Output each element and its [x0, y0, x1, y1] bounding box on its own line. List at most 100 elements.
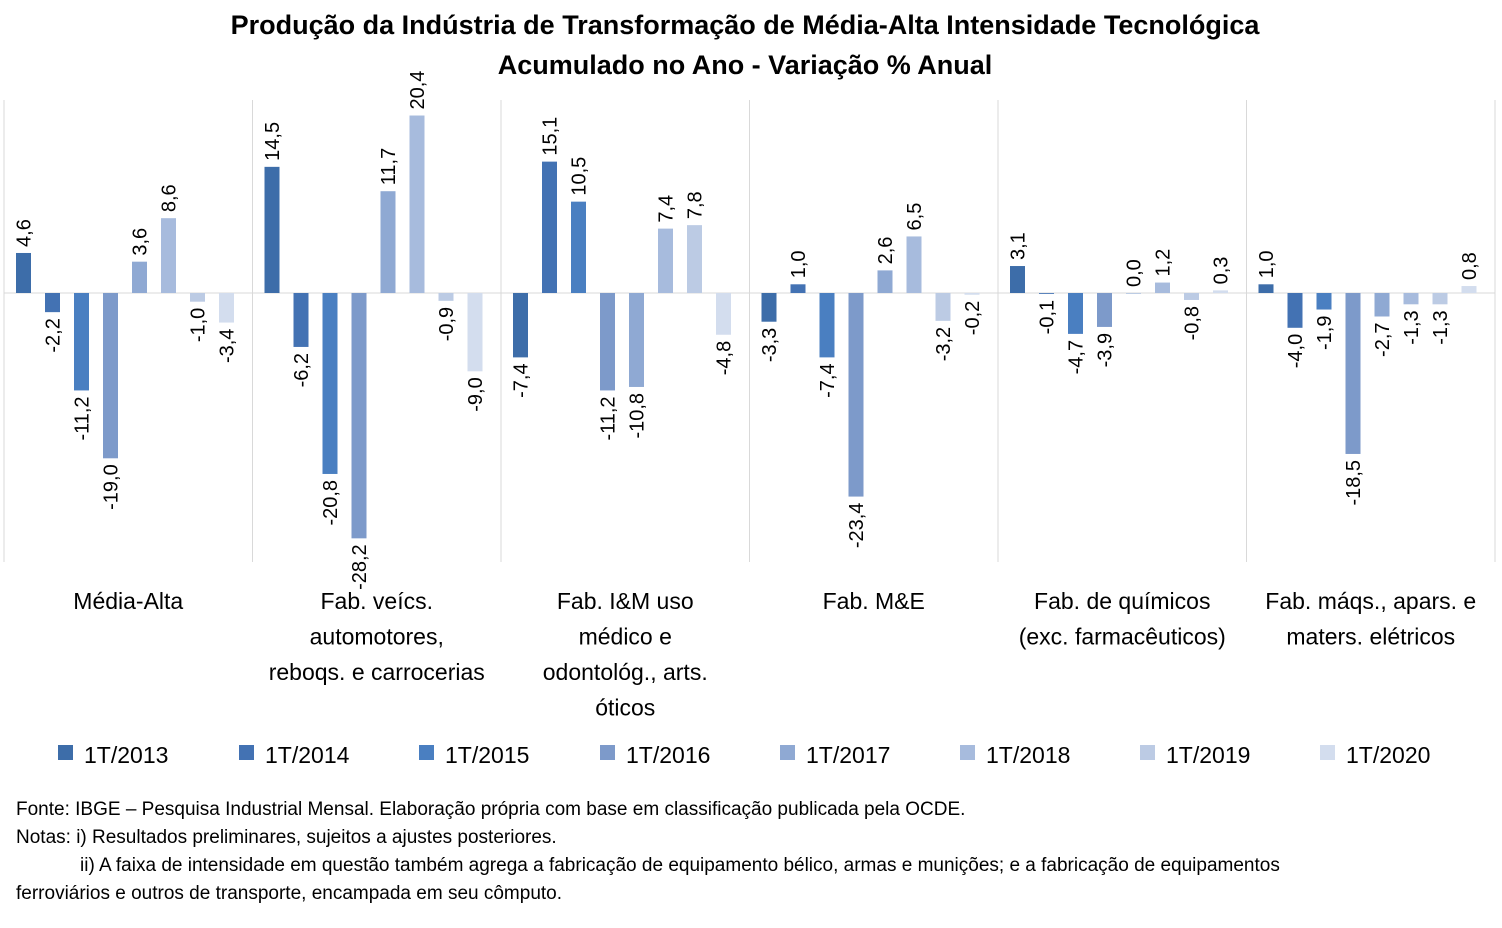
legend-swatch	[239, 745, 254, 760]
data-label: -1,3	[1401, 310, 1423, 344]
data-label: 0,3	[1211, 257, 1233, 285]
data-label: 4,6	[14, 219, 36, 247]
bar	[380, 191, 396, 293]
category-label: automotores,	[310, 624, 444, 650]
note-ii: ii) A faixa de intensidade em questão ta…	[80, 855, 1280, 876]
bar	[848, 293, 864, 497]
legend-swatch	[600, 745, 615, 760]
data-label: -18,5	[1343, 460, 1365, 506]
category-label: maters. elétricos	[1286, 624, 1455, 650]
data-label: -11,2	[72, 396, 94, 440]
bar	[513, 293, 528, 358]
bar	[293, 293, 309, 347]
data-label: -4,7	[1066, 340, 1088, 374]
bar	[264, 166, 280, 293]
bar	[190, 293, 205, 302]
legend-swatch	[1140, 745, 1155, 760]
data-label: -0,2	[962, 301, 984, 335]
category-label: Fab. veícs.	[321, 588, 433, 614]
bar	[1374, 293, 1390, 317]
bar	[351, 293, 367, 539]
data-label: -1,9	[1314, 316, 1336, 350]
source-note: Fonte: IBGE – Pesquisa Industrial Mensal…	[16, 799, 966, 820]
data-label: -3,9	[1095, 333, 1117, 367]
data-label: -3,3	[759, 328, 781, 362]
category-label: Fab. I&M uso	[557, 588, 694, 614]
category-label: médico e	[579, 624, 672, 650]
data-label: 3,6	[130, 228, 152, 256]
data-label: -1,3	[1430, 310, 1452, 344]
legend-label: 1T/2018	[986, 742, 1070, 768]
data-label: 1,2	[1153, 249, 1175, 277]
bar	[103, 293, 118, 459]
bar	[1039, 293, 1054, 294]
bar	[1068, 293, 1083, 334]
data-label: -4,0	[1285, 334, 1307, 368]
plot-area: 4,6 14,5 -7,4 -3,3 3,1 1,0 -2,2 -6,2 15,1 1,0 -0,1…	[3, 71, 1496, 590]
bar	[1213, 290, 1228, 293]
data-label: -0,8	[1182, 306, 1204, 340]
data-label: -0,9	[436, 307, 458, 341]
legend-label: 1T/2014	[265, 742, 350, 768]
bar	[629, 293, 644, 387]
note-ii-continued: ferroviários e outros de transporte, enc…	[16, 883, 563, 904]
bar	[1287, 293, 1303, 328]
bar	[1432, 293, 1448, 305]
data-label: 11,7	[378, 148, 400, 185]
legend-label: 1T/2019	[1166, 742, 1250, 768]
bar	[600, 293, 615, 391]
chart-subtitle: Acumulado no Ano - Variação % Anual	[498, 50, 993, 80]
bar	[161, 218, 176, 293]
bar	[219, 293, 234, 323]
bar	[964, 293, 980, 295]
data-label: 7,8	[685, 191, 707, 219]
bar	[132, 261, 147, 293]
bar	[438, 293, 454, 301]
bar	[467, 293, 483, 372]
bar	[819, 293, 835, 358]
data-label: -7,4	[511, 363, 533, 397]
bar	[1345, 293, 1361, 454]
category-label: Fab. M&E	[823, 588, 925, 614]
bar	[542, 161, 557, 293]
bar	[1403, 293, 1419, 305]
bar	[761, 293, 777, 322]
data-label: -23,4	[846, 503, 868, 549]
data-label: -10,8	[627, 393, 649, 439]
data-label: 20,4	[407, 71, 429, 110]
category-label: Fab. de químicos	[1034, 588, 1210, 614]
data-label: -3,4	[217, 329, 239, 363]
bar	[1155, 282, 1170, 293]
data-label: -2,2	[43, 318, 65, 352]
data-label: -28,2	[349, 544, 371, 590]
category-label: reboqs. e carrocerias	[269, 659, 485, 685]
bar	[935, 293, 951, 321]
legend: 1T/2013 1T/2014 1T/2015 1T/2016 1T/2017 1T/20…	[58, 742, 1430, 768]
data-label: 8,6	[159, 184, 181, 212]
bar	[74, 293, 89, 391]
category-label: Fab. máqs., apars. e	[1265, 588, 1476, 614]
data-label: 7,4	[656, 195, 678, 223]
category-label: óticos	[595, 695, 655, 721]
legend-swatch	[58, 745, 73, 760]
data-label: -3,2	[933, 327, 955, 361]
data-label: 2,6	[875, 237, 897, 265]
data-label: -6,2	[291, 353, 313, 387]
bar	[658, 228, 673, 293]
data-label: -11,2	[598, 396, 620, 440]
bar	[571, 201, 586, 293]
bar	[790, 284, 806, 293]
data-label: 14,5	[262, 122, 284, 161]
bar	[409, 115, 425, 294]
chart-title: Produção da Indústria de Transformação d…	[231, 10, 1261, 40]
data-label: 15,1	[540, 117, 562, 156]
data-label: -19,0	[101, 464, 123, 510]
bar	[906, 236, 922, 293]
category-labels: Média-Alta Fab. veícs. automotores, reboqs.…	[73, 588, 1476, 721]
data-label: 0,8	[1459, 252, 1481, 280]
bar	[1097, 293, 1112, 327]
bar	[1010, 266, 1025, 293]
data-label: -1,0	[188, 308, 210, 342]
bar	[45, 293, 60, 313]
legend-swatch	[419, 745, 434, 760]
